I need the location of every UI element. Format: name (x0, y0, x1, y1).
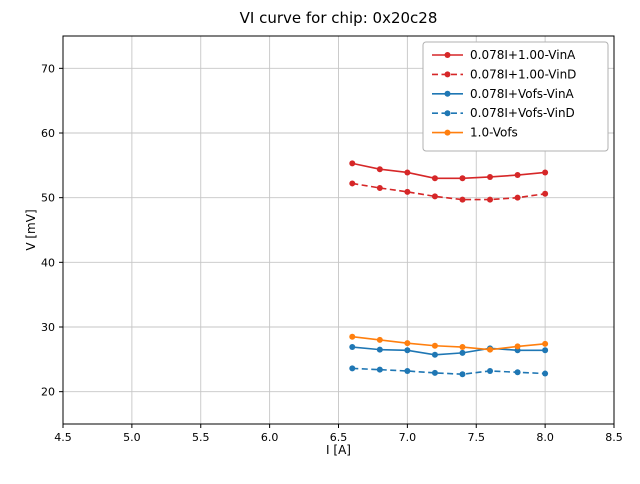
data-point (459, 175, 466, 182)
data-point (542, 370, 549, 377)
x-tick-label: 8.5 (605, 431, 623, 444)
data-point (349, 180, 356, 187)
data-point (404, 367, 411, 374)
data-point (431, 193, 438, 200)
legend-frame (422, 41, 609, 152)
data-point (349, 365, 356, 372)
x-tick-label: 7.0 (399, 431, 417, 444)
data-point (459, 196, 466, 203)
data-point (542, 340, 549, 347)
legend-label: 0.078I+1.00-VinA (470, 48, 576, 62)
data-point (542, 169, 549, 176)
data-point (431, 342, 438, 349)
y-axis-label: V [mV] (24, 209, 38, 251)
tick-labels: 4.5 5.0 5.5 6.0 6.5 7.0 7.5 8.0 8.5 20 30 40 50 60 70 (41, 62, 623, 444)
legend-entry-0.078I+1.00-VinD: 0.078I+1.00-VinD (432, 67, 576, 81)
data-point (459, 349, 466, 356)
data-point (404, 169, 411, 176)
legend-marker-sample (444, 52, 451, 58)
data-point (404, 340, 411, 347)
data-point (376, 166, 383, 173)
x-tick-label: 5.5 (192, 431, 210, 444)
data-point (487, 196, 494, 203)
tick-marks (59, 67, 615, 428)
x-tick-label: 6.0 (261, 431, 279, 444)
data-point (514, 343, 521, 350)
legend-marker-sample (444, 110, 451, 117)
legend: 0.078I+1.00-VinA 0.078I+1.00-VinD 0.078I+V… (422, 41, 609, 152)
data-point (514, 369, 521, 376)
data-point (487, 367, 494, 374)
x-tick-label: 5.0 (123, 431, 141, 444)
data-point (431, 175, 438, 182)
legend-entry-0.078I+Vofs-VinA: 0.078I+Vofs-VinA (432, 87, 575, 101)
legend-marker-sample (444, 90, 451, 97)
series-0.078I+1.00-VinD (349, 180, 549, 203)
data-point (487, 173, 494, 180)
y-tick-label: 50 (41, 192, 55, 205)
data-point (542, 190, 549, 197)
y-tick-label: 60 (41, 127, 55, 140)
y-tick-label: 30 (41, 321, 55, 334)
data-point (376, 346, 383, 353)
series-0.078I+1.00-VinA (349, 160, 549, 182)
data-point (404, 347, 411, 354)
data-point (459, 371, 466, 378)
data-point (349, 344, 356, 351)
series-0.078I+Vofs-VinD (349, 365, 549, 378)
series-1.0-Vofs (349, 333, 549, 353)
x-tick-label: 6.5 (330, 431, 348, 444)
chart-title: VI curve for chip: 0x20c28 (239, 9, 438, 27)
data-point (404, 188, 411, 195)
y-tick-label: 40 (41, 256, 55, 269)
legend-label: 0.078I+Vofs-VinD (470, 106, 575, 120)
data-point (431, 369, 438, 376)
data-point (514, 172, 521, 179)
data-point (349, 160, 356, 167)
legend-label: 0.078I+Vofs-VinA (470, 87, 575, 101)
data-point (431, 351, 438, 358)
legend-marker-sample (444, 71, 451, 78)
legend-label: 0.078I+1.00-VinD (470, 67, 576, 81)
legend-entry-0.078I+Vofs-VinD: 0.078I+Vofs-VinD (432, 106, 575, 120)
legend-marker-sample (444, 129, 451, 136)
data-point (542, 347, 549, 354)
legend-entry-0.078I+1.00-VinA: 0.078I+1.00-VinA (432, 48, 576, 62)
legend-entry-1.0-Vofs: 1.0-Vofs (432, 126, 518, 140)
x-tick-label: 7.5 (468, 431, 486, 444)
legend-label: 1.0-Vofs (470, 126, 518, 140)
x-tick-label: 4.5 (54, 431, 72, 444)
data-point (376, 336, 383, 343)
y-tick-label: 20 (41, 386, 55, 399)
x-axis-label: I [A] (326, 443, 351, 457)
data-point (376, 366, 383, 373)
data-point (376, 184, 383, 191)
y-tick-label: 70 (41, 62, 55, 75)
data-point (487, 346, 494, 353)
x-tick-label: 8.0 (536, 431, 554, 444)
data-point (349, 333, 356, 340)
data-point (459, 344, 466, 351)
data-point (514, 194, 521, 201)
